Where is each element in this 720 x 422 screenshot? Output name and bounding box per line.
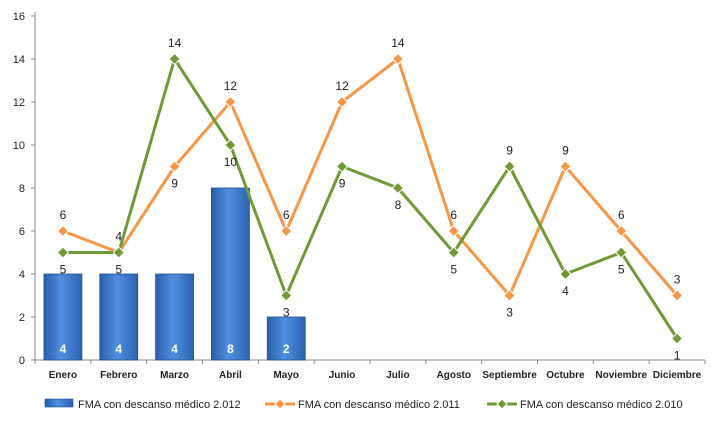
y-tick-label: 14 bbox=[13, 54, 25, 66]
x-tick-label: Septiembre bbox=[482, 370, 537, 381]
point-data-label: 5 bbox=[115, 263, 122, 277]
point-data-label: 9 bbox=[506, 144, 513, 158]
bar bbox=[99, 273, 139, 361]
legend: FMA con descanso médico 2.012 FMA con des… bbox=[44, 398, 683, 411]
series-marker bbox=[56, 246, 70, 259]
point-data-label: 6 bbox=[618, 208, 625, 222]
series-marker bbox=[615, 246, 628, 259]
series-marker bbox=[670, 289, 684, 302]
series-marker bbox=[168, 52, 181, 66]
point-data-label: 9 bbox=[562, 144, 569, 158]
point-data-label: 3 bbox=[283, 306, 290, 320]
x-tick-label: Noviembre bbox=[595, 370, 647, 381]
x-tick-label: Julio bbox=[386, 370, 409, 381]
bar bbox=[266, 316, 306, 361]
series-marker bbox=[224, 138, 237, 152]
point-data-label: 5 bbox=[450, 263, 457, 277]
x-tick-label: Febrero bbox=[100, 370, 137, 381]
y-tick-label: 0 bbox=[19, 355, 25, 367]
series-marker bbox=[112, 246, 125, 259]
point-data-label: 4 bbox=[115, 230, 122, 244]
point-data-label: 3 bbox=[506, 306, 513, 320]
x-tick-label: Marzo bbox=[160, 370, 189, 381]
series-marker bbox=[447, 246, 460, 259]
bar-data-label: 4 bbox=[60, 342, 67, 356]
bar bbox=[211, 187, 250, 361]
y-tick-label: 8 bbox=[19, 183, 25, 195]
point-data-label: 9 bbox=[339, 177, 346, 191]
point-data-label: 4 bbox=[562, 284, 569, 298]
legend-label: FMA con descanso médico 2.010 bbox=[520, 399, 683, 411]
point-data-label: 5 bbox=[60, 263, 67, 277]
series-marker bbox=[56, 224, 70, 238]
line-series bbox=[56, 52, 684, 345]
series-marker bbox=[391, 52, 405, 66]
point-data-label: 12 bbox=[335, 79, 349, 93]
y-tick-label: 4 bbox=[19, 269, 25, 281]
point-data-label: 6 bbox=[450, 208, 457, 222]
y-tick-label: 6 bbox=[19, 226, 25, 238]
bar-data-label: 4 bbox=[115, 342, 122, 356]
y-tick-label: 16 bbox=[13, 11, 25, 23]
point-data-label: 14 bbox=[391, 36, 405, 50]
x-tick-label: Mayo bbox=[273, 370, 299, 381]
point-data-label: 6 bbox=[283, 208, 290, 222]
y-tick-label: 10 bbox=[13, 140, 25, 152]
series-marker bbox=[503, 289, 516, 302]
series-marker bbox=[503, 160, 516, 173]
point-data-label: 8 bbox=[395, 198, 402, 212]
x-tick-label: Agosto bbox=[437, 370, 471, 381]
point-data-label: 6 bbox=[60, 208, 67, 222]
bar-series bbox=[43, 187, 306, 361]
y-tick-label: 12 bbox=[13, 97, 25, 109]
series-line bbox=[62, 57, 679, 340]
series-marker bbox=[615, 224, 628, 238]
x-tick-label: Diciembre bbox=[653, 370, 702, 381]
series-marker bbox=[168, 160, 181, 173]
point-data-label: 9 bbox=[171, 177, 178, 191]
series-marker bbox=[280, 224, 293, 238]
x-tick-label: Octubre bbox=[546, 370, 585, 381]
series-marker bbox=[670, 332, 684, 345]
point-data-label: 12 bbox=[224, 79, 238, 93]
series-marker bbox=[391, 181, 405, 195]
point-data-label: 10 bbox=[224, 155, 238, 169]
point-data-label: 1 bbox=[674, 349, 681, 363]
series-line bbox=[62, 57, 679, 297]
legend-marker bbox=[496, 398, 508, 410]
y-tick-label: 2 bbox=[19, 312, 25, 324]
bar-data-label: 2 bbox=[283, 342, 290, 356]
series-marker bbox=[447, 224, 460, 238]
bar-data-label: 8 bbox=[227, 342, 234, 356]
bar-data-label: 4 bbox=[171, 342, 178, 356]
legend-label: FMA con descanso médico 2.011 bbox=[298, 399, 460, 411]
series-marker bbox=[335, 160, 349, 173]
bar bbox=[155, 273, 194, 361]
x-tick-label: Junio bbox=[329, 370, 356, 381]
point-data-label: 5 bbox=[618, 263, 625, 277]
series-marker bbox=[224, 95, 237, 109]
series-marker bbox=[280, 289, 293, 302]
legend-marker bbox=[274, 398, 286, 410]
x-tick-label: Abril bbox=[219, 370, 242, 381]
point-data-label: 3 bbox=[674, 273, 681, 287]
bar bbox=[43, 273, 83, 361]
series-marker bbox=[559, 160, 572, 173]
series-marker bbox=[559, 267, 572, 281]
x-tick-label: Enero bbox=[49, 370, 77, 381]
data-labels: 4 4 4 8 2 6 4 9 12 6 12 14 6 3 9 6 3 5 5 14 10 3 9 8 5 9 4 5 1 bbox=[60, 36, 681, 363]
legend-label: FMA con descanso médico 2.012 bbox=[78, 399, 241, 411]
legend-swatch bbox=[44, 398, 74, 408]
series-marker bbox=[335, 95, 349, 109]
point-data-label: 14 bbox=[168, 36, 182, 50]
